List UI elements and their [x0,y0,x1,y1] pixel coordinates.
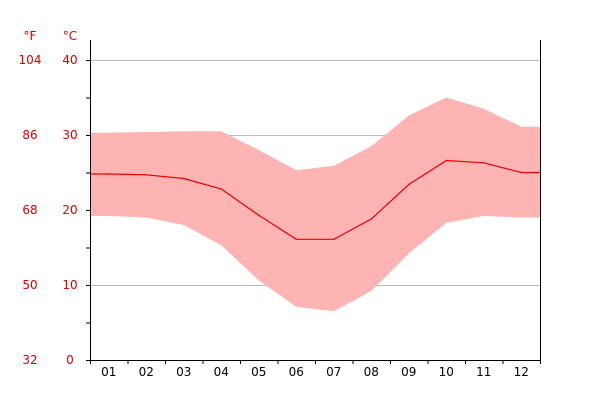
y-tick-label-celsius: 20 [62,203,77,217]
mean-point-01 [108,173,110,175]
temperature-range-band [90,97,540,312]
mean-point-07 [333,238,335,241]
x-tick-label-03: 03 [176,365,191,379]
x-tick-label-08: 08 [364,365,379,379]
x-tick-label-01: 01 [101,365,116,379]
mean-point-08 [370,218,373,220]
unit-fahrenheit-label: °F [24,29,37,43]
mean-point-10 [445,159,448,162]
mean-point-04 [220,188,223,190]
y-tick-label-celsius: 10 [62,278,77,292]
unit-celsius-label: °C [63,29,77,43]
x-tick-label-09: 09 [401,365,416,379]
line-layer [90,159,540,241]
mean-point-06 [295,238,298,241]
mean-temperature-line [90,159,540,240]
label-layer: 32 0 50 10 68 20 86 30 104 40 01 02 03 04 05 06 07 08 09 10… [19,53,529,379]
x-tick-label-05: 05 [251,365,266,379]
mean-point-03 [183,177,185,180]
axis-layer [86,40,541,364]
y-tick-label-fahrenheit: 86 [22,128,37,142]
x-tick-label-04: 04 [214,365,229,379]
band-layer [90,97,540,312]
mean-point-05 [258,214,260,217]
mean-point-11 [483,162,485,164]
mean-point-09 [408,183,410,186]
x-tick-label-12: 12 [514,365,529,379]
mean-point-12 [520,171,523,174]
y-tick-label-fahrenheit: 32 [22,353,37,367]
x-tick-label-02: 02 [139,365,154,379]
x-tick-label-11: 11 [476,365,491,379]
y-tick-label-fahrenheit: 104 [19,53,42,67]
y-tick-label-celsius: 30 [62,128,77,142]
x-tick-label-10: 10 [439,365,454,379]
x-tick-label-06: 06 [289,365,304,379]
x-tick-label-07: 07 [326,365,341,379]
y-tick-label-celsius: 40 [62,53,77,67]
y-tick-label-fahrenheit: 68 [22,203,37,217]
y-tick-label-fahrenheit: 50 [22,278,37,292]
mean-point-02 [145,174,148,176]
y-tick-label-celsius: 0 [66,353,74,367]
